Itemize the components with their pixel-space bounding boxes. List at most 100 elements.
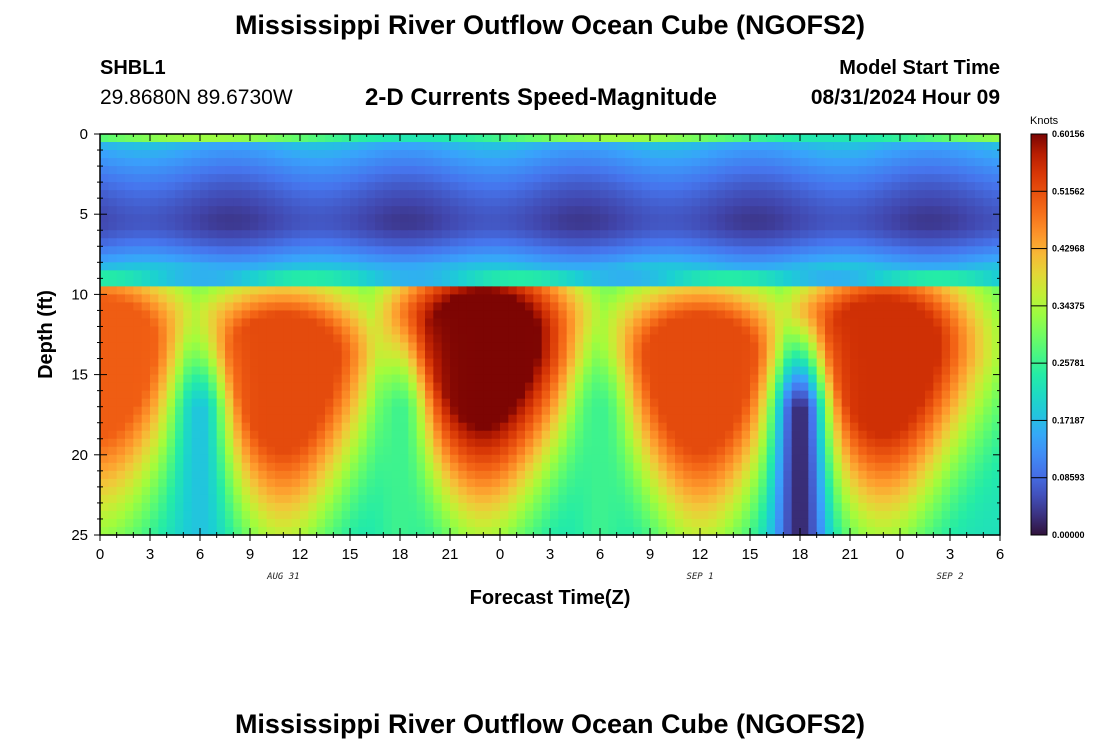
heatmap-cell [158,446,168,456]
heatmap-cell [358,246,368,255]
heatmap-cell [350,494,359,504]
heatmap-cell [133,206,143,215]
heatmap-cell [850,174,859,183]
heatmap-cell [991,230,1001,239]
heatmap-cell [575,478,584,488]
heatmap-cell [383,134,393,143]
heatmap-cell [791,198,801,207]
heatmap-cell [933,478,943,488]
heatmap-cell [700,334,709,344]
heatmap-cell [191,358,201,368]
heatmap-cell [150,270,159,279]
heatmap-cell [683,350,693,360]
heatmap-cell [550,238,559,247]
heatmap-cell [708,366,718,376]
heatmap-cell [508,446,518,456]
heatmap-cell [608,358,618,368]
heatmap-cell [341,342,351,352]
heatmap-cell [441,430,451,440]
heatmap-cell [291,374,301,384]
heatmap-cell [425,318,434,328]
heatmap-cell [366,142,376,151]
heatmap-cell [316,214,326,223]
heatmap-cell [900,486,909,496]
heatmap-cell [608,158,618,167]
heatmap-cell [816,406,826,416]
heatmap-cell [191,406,201,416]
heatmap-cell [716,142,726,151]
heatmap-cell [816,414,826,424]
heatmap-cell [175,262,184,271]
heatmap-cell [966,462,976,472]
heatmap-cell [516,398,526,408]
heatmap-cell [666,486,676,496]
heatmap-cell [325,494,334,504]
heatmap-cell [741,366,751,376]
heatmap-cell [566,430,576,440]
heatmap-cell [425,246,434,255]
heatmap-cell [141,150,151,159]
heatmap-cell [591,134,601,143]
heatmap-cell [516,470,526,480]
heatmap-cell [533,398,543,408]
heatmap-cell [641,414,651,424]
heatmap-cell [191,342,201,352]
heatmap-cell [808,310,818,320]
heatmap-cell [583,358,593,368]
heatmap-cell [233,262,243,271]
heatmap-cell [783,430,793,440]
heatmap-cell [216,454,226,464]
heatmap-cell [933,366,943,376]
heatmap-cell [125,174,134,183]
heatmap-cell [200,198,209,207]
heatmap-cell [225,430,234,440]
heatmap-cell [675,390,684,400]
heatmap-cell [258,302,268,312]
heatmap-cell [100,278,109,287]
heatmap-cell [383,350,393,360]
heatmap-cell [666,414,676,424]
heatmap-cell [325,406,334,416]
heatmap-cell [125,462,134,472]
heatmap-cell [141,414,151,424]
heatmap-cell [241,174,251,183]
heatmap-cell [266,374,276,384]
heatmap-cell [333,198,343,207]
heatmap-cell [508,310,518,320]
heatmap-cell [741,238,751,247]
heatmap-cell [141,246,151,255]
heatmap-cell [500,134,509,143]
heatmap-cell [891,366,901,376]
heatmap-cell [116,302,126,312]
heatmap-cell [625,478,634,488]
heatmap-cell [291,222,301,231]
heatmap-cell [275,222,284,231]
heatmap-cell [933,270,943,279]
heatmap-cell [866,374,876,384]
heatmap-cell [108,150,118,159]
heatmap-cell [941,262,951,271]
heatmap-cell [383,374,393,384]
heatmap-cell [966,190,976,199]
heatmap-cell [433,326,443,336]
heatmap-cell [858,190,868,199]
heatmap-cell [525,278,534,287]
heatmap-cell [708,222,718,231]
heatmap-cell [183,190,193,199]
heatmap-cell [675,350,684,360]
heatmap-cell [641,470,651,480]
heatmap-cell [658,230,668,239]
heatmap-cell [658,342,668,352]
heatmap-cell [700,142,709,151]
heatmap-cell [650,198,659,207]
heatmap-cell [608,230,618,239]
heatmap-cell [616,270,626,279]
heatmap-cell [950,246,959,255]
heatmap-cell [350,246,359,255]
heatmap-cell [575,422,584,432]
heatmap-cell [350,174,359,183]
heatmap-cell [141,278,151,287]
heatmap-cell [175,454,184,464]
heatmap-cell [858,310,868,320]
heatmap-cell [116,414,126,424]
